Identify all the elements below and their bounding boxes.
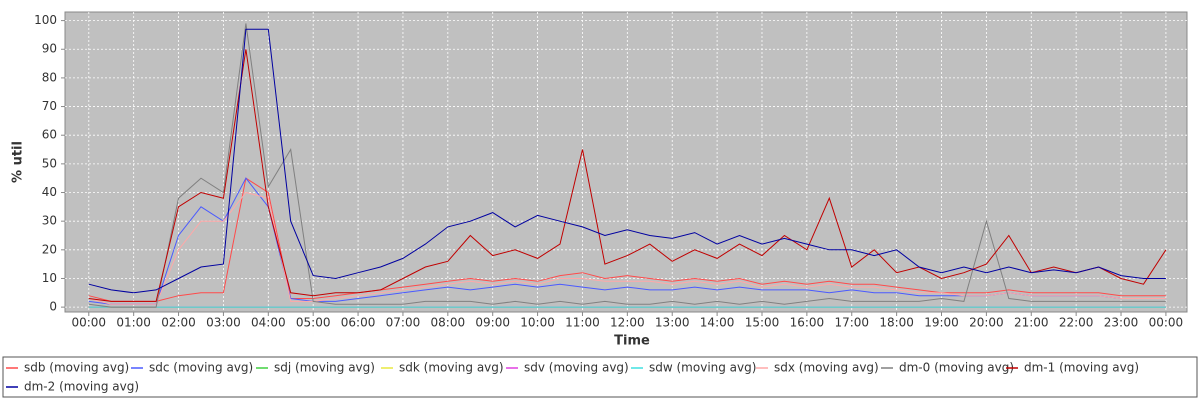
x-tick-label: 13:00 <box>655 316 690 330</box>
x-tick-label: 06:00 <box>341 316 376 330</box>
x-tick-label: 21:00 <box>1014 316 1049 330</box>
y-tick-label: 40 <box>42 185 57 199</box>
legend-label: sdx (moving avg) <box>774 361 879 375</box>
legend-label: sdc (moving avg) <box>149 361 253 375</box>
x-tick-label: 18:00 <box>879 316 914 330</box>
x-tick-label: 10:00 <box>520 316 555 330</box>
legend-label: sdv (moving avg) <box>524 361 629 375</box>
y-tick-label: 70 <box>42 99 57 113</box>
x-tick-label: 04:00 <box>251 316 286 330</box>
x-tick-label: 23:00 <box>1104 316 1139 330</box>
x-tick-label: 08:00 <box>431 316 466 330</box>
series-line <box>88 23 1166 308</box>
y-tick-label: 80 <box>42 70 57 84</box>
x-tick-label: 00:00 <box>1149 316 1184 330</box>
x-tick-label: 09:00 <box>475 316 510 330</box>
legend-label: dm-1 (moving avg) <box>1024 361 1139 375</box>
series-line <box>88 49 1167 302</box>
y-tick-label: 90 <box>42 42 57 56</box>
y-tick-label: 50 <box>42 156 57 170</box>
x-tick-label: 20:00 <box>969 316 1004 330</box>
x-tick-label: 11:00 <box>565 316 600 330</box>
x-tick-label: 22:00 <box>1059 316 1094 330</box>
legend-label: sdw (moving avg) <box>649 361 756 375</box>
x-tick-label: 14:00 <box>700 316 735 330</box>
x-tick-label: 16:00 <box>790 316 825 330</box>
x-tick-label: 19:00 <box>924 316 959 330</box>
legend-label: sdk (moving avg) <box>399 361 504 375</box>
series-line <box>88 191 1166 305</box>
x-tick-label: 15:00 <box>745 316 780 330</box>
plot-area <box>64 11 1188 313</box>
y-tick-label: 10 <box>42 271 57 285</box>
x-tick-label: 17:00 <box>834 316 869 330</box>
legend-label: dm-0 (moving avg) <box>899 361 1014 375</box>
x-tick-label: 03:00 <box>206 316 241 330</box>
y-tick-label: 0 <box>49 300 57 314</box>
series-line <box>88 177 1166 302</box>
x-tick-label: 05:00 <box>296 316 331 330</box>
x-tick-label: 12:00 <box>610 316 645 330</box>
x-tick-label: 00:00 <box>71 316 106 330</box>
legend-label: sdb (moving avg) <box>24 361 129 375</box>
y-tick-label: 30 <box>42 214 57 228</box>
y-tick-label: 60 <box>42 128 57 142</box>
y-tick-label: 20 <box>42 242 57 256</box>
legend-label: dm-2 (moving avg) <box>24 380 139 394</box>
series-line <box>88 28 1166 294</box>
legend <box>2 356 1198 398</box>
y-tick-label: 100 <box>34 13 57 27</box>
x-tick-label: 07:00 <box>386 316 421 330</box>
x-axis-title: Time <box>614 334 650 349</box>
x-tick-label: 02:00 <box>161 316 196 330</box>
legend-label: sdj (moving avg) <box>274 361 375 375</box>
y-axis-title: % util <box>11 141 26 183</box>
x-tick-label: 01:00 <box>116 316 151 330</box>
